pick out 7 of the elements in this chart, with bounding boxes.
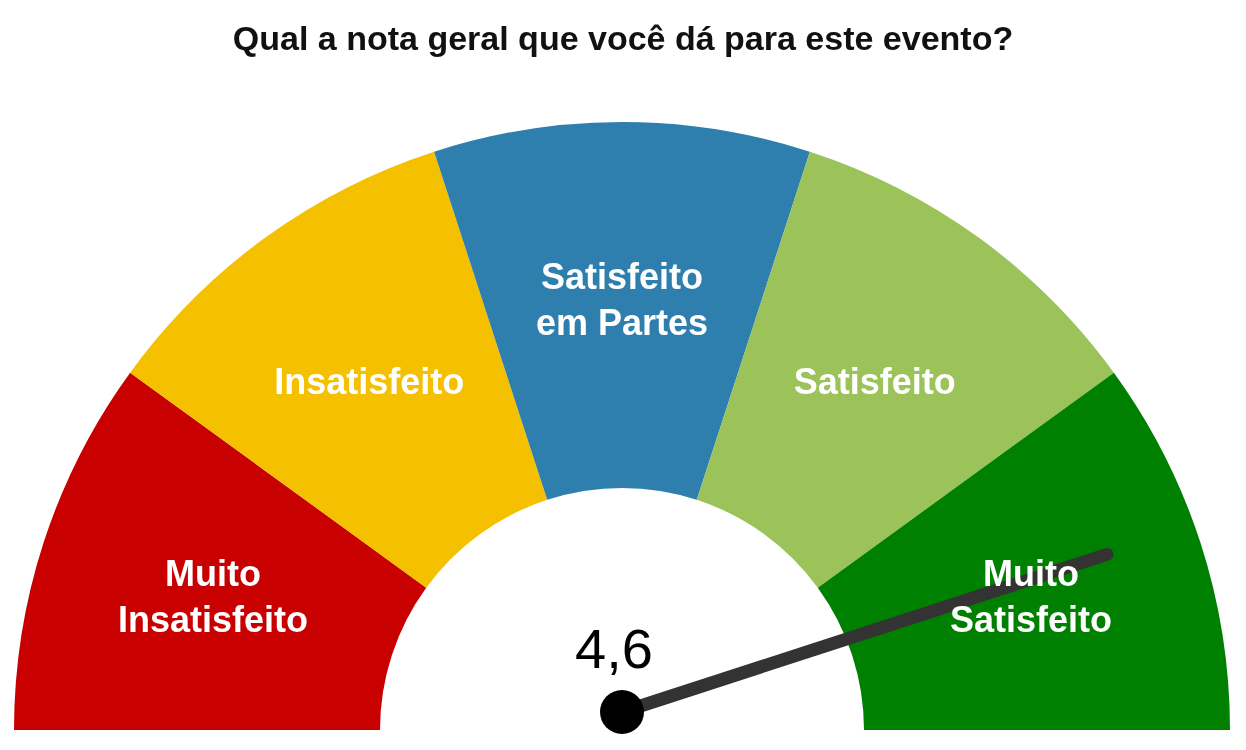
chart-title: Qual a nota geral que você dá para este evento?	[232, 19, 1014, 57]
slice-label: Muito Insatisfeito	[118, 553, 309, 641]
slice-label: Satisfeito em Partes	[535, 256, 709, 343]
slice-label: Muito Satisfeito	[949, 553, 1112, 641]
slice-label: Insatisfeito	[274, 361, 465, 403]
text: 4,6	[575, 617, 653, 680]
slice-label: Satisfeito	[793, 361, 956, 403]
